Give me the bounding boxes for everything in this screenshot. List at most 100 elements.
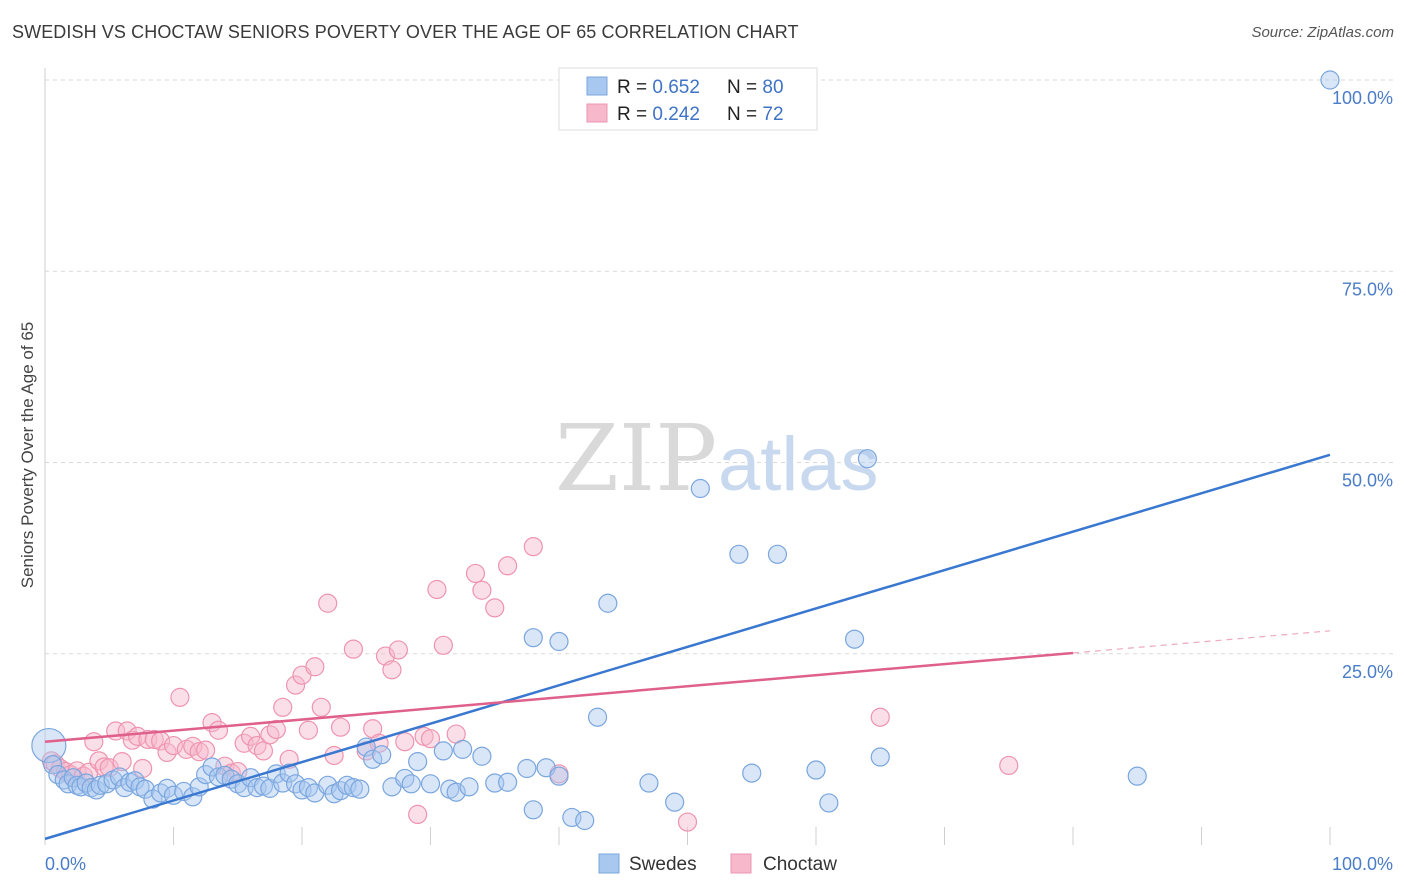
swedes-legend-swatch (586, 76, 608, 96)
stats-legend: R = 0.652 N = 80 R = 0.242 N = 72 (558, 67, 818, 131)
swedes-legend-label: Swedes (629, 854, 697, 875)
swedes-point (143, 789, 163, 809)
swedes-point (1127, 766, 1147, 786)
choctaw-point (388, 640, 408, 660)
x-tick-label-min: 0.0% (45, 854, 86, 874)
swedes-point (665, 792, 685, 812)
swedes-point (498, 772, 518, 792)
swedes-point (523, 628, 543, 648)
choctaw-point (498, 556, 518, 576)
series-legend: Swedes Choctaw (598, 853, 837, 875)
swedes-point (806, 760, 826, 780)
swedes-point (71, 777, 91, 797)
axes (44, 68, 1331, 845)
choctaw-n-label: N = (727, 104, 762, 125)
choctaw-point (89, 751, 109, 771)
choctaw-r-label: R = (617, 104, 652, 125)
swedes-point (279, 763, 299, 783)
y-tick-label: 100.0% (1332, 88, 1393, 108)
swedes-point (639, 773, 659, 793)
swedes-point (298, 778, 319, 798)
choctaw-trend-extension (1072, 630, 1331, 654)
choctaw-bottom-swatch (730, 853, 752, 874)
choctaw-point (472, 580, 492, 600)
swedes-point (742, 763, 762, 783)
swedes-point (420, 774, 441, 794)
choctaw-point (870, 707, 890, 727)
choctaw-legend-label: Choctaw (763, 854, 837, 875)
choctaw-point (298, 720, 319, 740)
choctaw-point (433, 635, 453, 655)
choctaw-point (343, 639, 363, 659)
tick-labels: 25.0% 50.0% 75.0% 100.0% 0.0% 100.0% (45, 88, 1393, 874)
swedes-n-value: 80 (762, 77, 783, 98)
y-axis-label: Seniors Poverty Over the Age of 65 (18, 322, 37, 588)
swedes-point (587, 707, 608, 727)
swedes-point (109, 767, 130, 787)
swedes-trend-line (44, 453, 1331, 841)
swedes-point (549, 766, 569, 786)
choctaw-point (395, 732, 415, 752)
choctaw-point (266, 719, 286, 740)
data-points (31, 70, 1340, 832)
watermark-zip: ZIP (555, 405, 717, 512)
choctaw-point (273, 697, 293, 717)
swedes-point (870, 747, 890, 767)
swedes-point (517, 758, 537, 779)
swedes-point (395, 768, 415, 789)
watermark-atlas: atlas (718, 422, 879, 507)
choctaw-point (112, 752, 132, 772)
swedes-point (446, 782, 466, 802)
swedes-r-value: 0.652 (652, 77, 700, 98)
choctaw-n-value: 72 (762, 104, 783, 125)
choctaw-point (170, 687, 190, 707)
swedes-point (433, 741, 453, 761)
swedes-point (115, 778, 135, 798)
x-tick-label-max: 100.0% (1332, 854, 1393, 874)
svg-text:R = 0.242: R = 0.242 (617, 104, 700, 125)
swedes-point (767, 544, 788, 564)
swedes-point (459, 777, 479, 797)
svg-text:N = 80: N = 80 (727, 77, 784, 98)
swedes-bottom-swatch (598, 853, 620, 874)
choctaw-point (253, 741, 274, 761)
choctaw-point (94, 757, 114, 777)
swedes-point (523, 800, 543, 820)
y-tick-label: 75.0% (1342, 279, 1393, 299)
choctaw-point (465, 563, 486, 584)
choctaw-point (285, 675, 306, 695)
swedes-point (43, 755, 63, 775)
y-tick-label: 25.0% (1342, 662, 1393, 682)
swedes-point (363, 749, 383, 769)
swedes-point (90, 775, 110, 795)
choctaw-point (189, 742, 209, 762)
swedes-point (401, 774, 421, 794)
choctaw-point (523, 537, 543, 557)
choctaw-legend-swatch (586, 103, 608, 123)
choctaw-point (196, 740, 216, 760)
swedes-point (31, 727, 67, 764)
swedes-point (350, 779, 370, 799)
swedes-point (549, 631, 569, 652)
trend-lines (44, 453, 1331, 841)
swedes-point (844, 629, 865, 649)
choctaw-point (677, 812, 698, 832)
choctaw-point (330, 717, 351, 737)
choctaw-point (208, 720, 229, 740)
swedes-point (453, 739, 473, 759)
y-tick-label: 50.0% (1342, 471, 1393, 491)
choctaw-point (318, 593, 338, 613)
swedes-point (819, 793, 839, 813)
choctaw-point (247, 735, 267, 756)
choctaw-point (163, 735, 184, 756)
choctaw-point (133, 758, 153, 779)
source-label: Source: ZipAtlas.com (1251, 24, 1394, 41)
choctaw-point (408, 804, 428, 825)
watermark: ZIP atlas (555, 405, 879, 512)
choctaw-trend-line (44, 651, 1074, 743)
choctaw-point (84, 732, 104, 752)
swedes-point (372, 745, 392, 765)
choctaw-point (420, 729, 441, 749)
choctaw-r-value: 0.242 (652, 104, 700, 125)
swedes-point (598, 593, 618, 613)
